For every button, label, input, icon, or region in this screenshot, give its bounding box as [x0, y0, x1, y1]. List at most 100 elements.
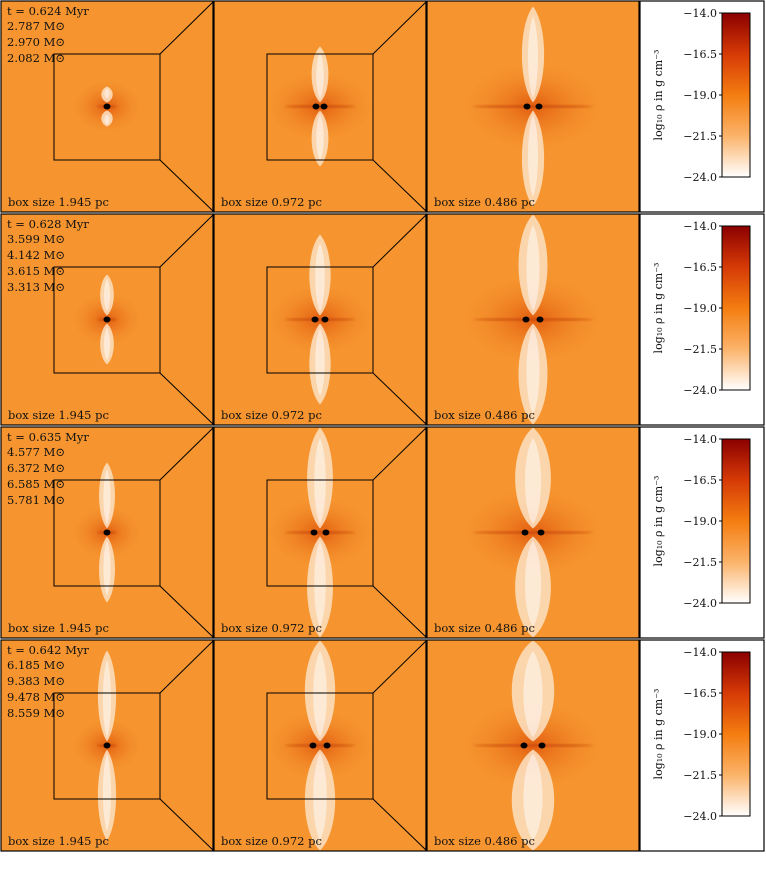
box-size-label: box size 0.972 pc — [221, 834, 322, 848]
sink-particle — [103, 742, 111, 749]
zoom-connector — [159, 798, 215, 852]
sink-particle — [310, 529, 318, 536]
colorbar-tick: −16.5 — [683, 687, 717, 700]
box-size-label: box size 1.945 pc — [8, 621, 109, 635]
box-size-label: box size 1.945 pc — [8, 408, 109, 422]
colorbar-tick: −19.0 — [683, 302, 717, 315]
colorbar-tick: −24.0 — [683, 171, 717, 184]
zoom-connector — [372, 372, 428, 426]
sink-particle — [312, 103, 320, 110]
sink-mass-label: 8.559 M⊙ — [7, 706, 65, 720]
colorbar-label: log₁₀ ρ in g cm⁻³ — [652, 263, 665, 354]
colorbar-tick: −21.5 — [683, 769, 717, 782]
outflow-r2-c1 — [100, 274, 114, 365]
zoom-box — [266, 692, 374, 800]
zoom-connector — [372, 798, 428, 852]
sink-mass-label: 5.781 M⊙ — [7, 493, 65, 507]
box-size-label: box size 0.486 pc — [434, 195, 535, 209]
sink-particle — [103, 316, 111, 323]
box-size-label: box size 0.972 pc — [221, 621, 322, 635]
colorbar-tick: −24.0 — [683, 384, 717, 397]
zoom-box — [266, 53, 374, 161]
colorbar-tick: −14.0 — [683, 646, 717, 659]
sink-mass-label: 9.383 M⊙ — [7, 674, 65, 688]
outflow-r2-c2 — [309, 234, 331, 405]
zoom-connector — [159, 213, 215, 268]
zoom-connector — [159, 159, 215, 213]
box-size-label: box size 1.945 pc — [8, 834, 109, 848]
zoom-connector — [372, 213, 428, 268]
outflow-r4-c3 — [511, 640, 555, 851]
sink-mass-label: 6.372 M⊙ — [7, 461, 65, 475]
sink-particle — [521, 529, 529, 536]
sink-mass-label: 2.082 M⊙ — [7, 51, 65, 65]
colorbar-tick: −24.0 — [683, 810, 717, 823]
outflow-r4-c2 — [304, 640, 336, 851]
box-size-label: box size 0.486 pc — [434, 621, 535, 635]
box-size-label: box size 0.486 pc — [434, 834, 535, 848]
colorbar-tick: −16.5 — [683, 261, 717, 274]
panel-r4-c3: box size 0.486 pc — [426, 639, 640, 852]
box-size-label: box size 1.945 pc — [8, 195, 109, 209]
sink-particle — [103, 103, 111, 110]
colorbar-r2: −14.0 −16.5 −19.0 −21.5 −24.0 log₁₀ ρ in g cm… — [639, 213, 765, 426]
outflow-r1-c2 — [311, 46, 329, 167]
colorbar-tick: −21.5 — [683, 343, 717, 356]
colorbar-label: log₁₀ ρ in g cm⁻³ — [652, 476, 665, 567]
colorbar-tick: −19.0 — [683, 89, 717, 102]
sink-mass-label: 6.185 M⊙ — [7, 658, 65, 672]
outflow-r3-c2 — [307, 427, 333, 638]
colorbar-tick: −19.0 — [683, 728, 717, 741]
sink-particle — [321, 316, 329, 323]
sink-mass-label: 3.313 M⊙ — [7, 280, 65, 294]
sink-particle — [322, 529, 330, 536]
colorbar-r1: −14.0 −16.5 −19.0 −21.5 −24.0 log₁₀ ρ in g cm… — [639, 0, 765, 213]
box-size-label: box size 0.486 pc — [434, 408, 535, 422]
outflow-r1-c3 — [521, 6, 545, 207]
sink-particle — [538, 742, 546, 749]
sink-mass-label: 3.599 M⊙ — [7, 232, 65, 246]
colorbar-tick: −16.5 — [683, 474, 717, 487]
sink-particle — [311, 316, 319, 323]
sink-particle — [323, 742, 331, 749]
colorbar-tick: −14.0 — [683, 433, 717, 446]
outflow-r4-c1 — [97, 650, 117, 841]
zoom-box — [266, 266, 374, 374]
sink-particle — [320, 103, 328, 110]
zoom-connector — [372, 585, 428, 639]
sink-particle — [103, 529, 111, 536]
colorbar-r3: −14.0 −16.5 −19.0 −21.5 −24.0 log₁₀ ρ in g cm… — [639, 426, 765, 639]
zoom-connector — [159, 426, 215, 481]
panel-r4-c1: box size 1.945 pc — [0, 639, 214, 852]
sink-mass-label: 4.577 M⊙ — [7, 445, 65, 459]
colorbar-r4: −14.0 −16.5 −19.0 −21.5 −24.0 log₁₀ ρ in g cm… — [639, 639, 765, 852]
colorbar-tick: −21.5 — [683, 556, 717, 569]
box-size-label: box size 0.972 pc — [221, 408, 322, 422]
zoom-connector — [372, 426, 428, 481]
colorbar-tick: −21.5 — [683, 130, 717, 143]
zoom-connector — [159, 585, 215, 639]
colorbar-tick: −24.0 — [683, 597, 717, 610]
sink-particle — [535, 103, 543, 110]
sink-particle — [536, 316, 544, 323]
colorbar-tick: −16.5 — [683, 48, 717, 61]
zoom-box — [53, 266, 161, 374]
sink-particle — [309, 742, 317, 749]
sink-mass-label: 3.615 M⊙ — [7, 264, 65, 278]
zoom-box — [53, 53, 161, 161]
sink-particle — [537, 529, 545, 536]
zoom-connector — [372, 0, 428, 55]
zoom-box — [53, 479, 161, 587]
zoom-connector — [159, 639, 215, 694]
sink-mass-label: 2.787 M⊙ — [7, 19, 65, 33]
colorbar-label: log₁₀ ρ in g cm⁻³ — [652, 50, 665, 141]
zoom-connector — [372, 639, 428, 694]
colorbar-label: log₁₀ ρ in g cm⁻³ — [652, 689, 665, 780]
sink-particle — [520, 742, 528, 749]
zoom-connector — [159, 0, 215, 55]
time-label: t = 0.642 Myr — [7, 643, 89, 657]
outflow-r1-c1 — [101, 86, 113, 127]
sink-mass-label: 2.970 M⊙ — [7, 35, 65, 49]
sink-mass-label: 4.142 M⊙ — [7, 248, 65, 262]
